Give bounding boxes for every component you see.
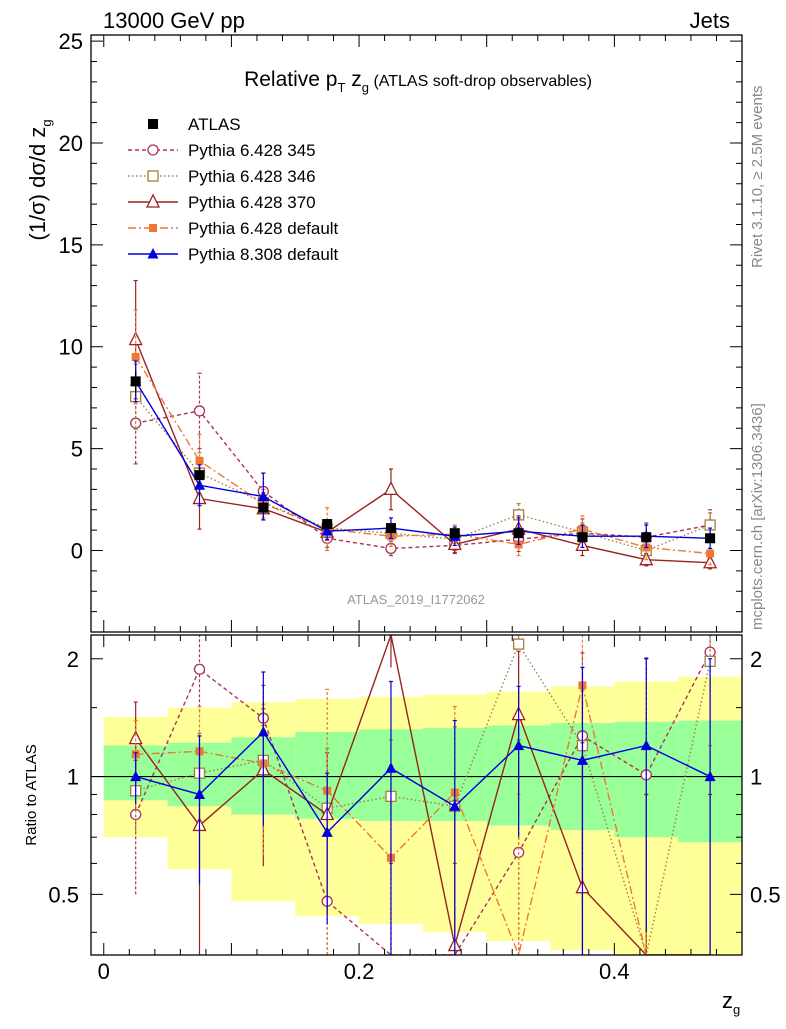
xlabel: z bbox=[722, 988, 733, 1013]
series-3-ratio-line bbox=[135, 685, 711, 955]
legend-marker bbox=[147, 170, 159, 182]
data-point bbox=[258, 502, 269, 513]
series-4-ratio-point bbox=[130, 770, 142, 782]
legend-label: ATLAS bbox=[188, 115, 241, 134]
x-tick-label: 0.2 bbox=[344, 959, 375, 984]
y-tick-label: 5 bbox=[71, 437, 83, 462]
analysis-watermark: ATLAS_2019_I1772062 bbox=[347, 592, 485, 607]
series-4-ratio-point bbox=[513, 739, 525, 751]
legend-marker bbox=[149, 224, 157, 232]
series-3-line bbox=[135, 356, 711, 555]
legend-marker bbox=[148, 119, 158, 129]
series-3-point bbox=[195, 456, 204, 465]
series-0-ratio-point bbox=[193, 663, 206, 675]
data-point bbox=[194, 470, 205, 481]
series-3-point bbox=[706, 549, 715, 558]
xlabel-sub: g bbox=[733, 1002, 740, 1017]
data-point bbox=[513, 528, 524, 539]
x-tick-label: 0 bbox=[98, 959, 110, 984]
series-2-point bbox=[383, 480, 399, 496]
legend-label: Pythia 6.428 default bbox=[188, 219, 339, 238]
ratio-tick-label-left: 1 bbox=[67, 765, 79, 790]
ratio-tick-label-left: 2 bbox=[67, 647, 79, 672]
title-sub-g: g bbox=[362, 80, 369, 95]
header-right: Jets bbox=[690, 8, 730, 33]
y-tick-label: 0 bbox=[71, 538, 83, 563]
series-4-ratio-point bbox=[385, 762, 397, 773]
series-2-point bbox=[703, 554, 718, 569]
series-1-ratio-point bbox=[512, 638, 525, 650]
series-4-ratio-point bbox=[640, 739, 652, 751]
legend-label: Pythia 8.308 default bbox=[188, 245, 339, 264]
data-point bbox=[385, 523, 396, 534]
plot-title: Relative pT zg (ATLAS soft-drop observab… bbox=[244, 68, 592, 95]
data-point bbox=[449, 528, 460, 539]
series-2-ratio-line bbox=[135, 635, 711, 955]
legend: ATLAS Pythia 6.428 345 Pythia 6.428 346 Pyt… bbox=[128, 115, 339, 264]
y-axis-label-main: (1/σ) dσ/d zg bbox=[25, 119, 54, 240]
series-4-point bbox=[257, 490, 269, 502]
title-sub-t: T bbox=[337, 80, 345, 95]
series-4-ratio-line bbox=[135, 730, 711, 834]
header-left: 13000 GeV pp bbox=[103, 8, 245, 33]
series-1-ratio-line bbox=[135, 642, 711, 955]
data-point bbox=[130, 376, 141, 387]
ratio-series bbox=[128, 635, 716, 955]
legend-marker bbox=[145, 193, 161, 208]
ratio-tick-label-left: 0.5 bbox=[48, 882, 79, 907]
series-2-line bbox=[135, 339, 711, 564]
legend-label: Pythia 6.428 345 bbox=[188, 141, 316, 160]
ratio-tick-label-right: 1 bbox=[750, 765, 762, 790]
series-1-line bbox=[135, 396, 711, 552]
legend-marker bbox=[147, 144, 159, 156]
ratio-bands bbox=[91, 676, 742, 955]
side-text-rivet: Rivet 3.1.10, ≥ 2.5M events bbox=[749, 86, 766, 269]
legend-label: Pythia 6.428 346 bbox=[188, 167, 316, 186]
series-4-point bbox=[321, 525, 333, 536]
data-point bbox=[705, 533, 716, 544]
data-point bbox=[322, 519, 333, 530]
series-0-point bbox=[193, 405, 206, 417]
series-4-ratio-point bbox=[321, 826, 333, 837]
main-frame bbox=[90, 34, 743, 633]
x-axis-label: zg bbox=[722, 988, 740, 1017]
series-4-line bbox=[135, 381, 711, 539]
y-tick-label: 10 bbox=[59, 335, 83, 360]
series-4-ratio-point bbox=[449, 800, 461, 811]
series-4-ratio-point bbox=[257, 725, 269, 737]
ylabel-main-sub: g bbox=[39, 119, 54, 126]
series-4-ratio-point bbox=[704, 770, 716, 782]
y-tick-label: 20 bbox=[59, 131, 83, 156]
side-text-mcplots: mcplots.cern.ch [arXiv:1306.3436] bbox=[749, 403, 766, 630]
ratio-frame bbox=[90, 634, 743, 956]
ylabel-main: (1/σ) dσ/d z bbox=[25, 127, 50, 241]
main-series bbox=[128, 279, 718, 570]
title-rest: (ATLAS soft-drop observables) bbox=[369, 73, 592, 90]
x-tick-label: 0.4 bbox=[599, 959, 630, 984]
series-0-line bbox=[135, 410, 711, 550]
series-0-ratio-line bbox=[135, 651, 711, 955]
series-3-point bbox=[131, 352, 140, 361]
y-axis-label-ratio: Ratio to ATLAS bbox=[23, 744, 40, 845]
title-z: z bbox=[345, 68, 361, 91]
series-4-ratio-point bbox=[194, 788, 205, 799]
y-tick-label: 25 bbox=[59, 29, 83, 54]
ratio-tick-label-right: 2 bbox=[750, 647, 762, 672]
legend-label: Pythia 6.428 370 bbox=[188, 193, 316, 212]
ratio-tick-label-right: 0.5 bbox=[750, 882, 781, 907]
series-4-point bbox=[194, 479, 205, 490]
series-4-ratio-point bbox=[576, 754, 588, 765]
title-main: Relative p bbox=[244, 68, 337, 91]
legend-marker bbox=[147, 248, 159, 259]
data-point bbox=[577, 532, 588, 543]
data-point bbox=[641, 532, 652, 543]
y-tick-label: 15 bbox=[59, 233, 83, 258]
